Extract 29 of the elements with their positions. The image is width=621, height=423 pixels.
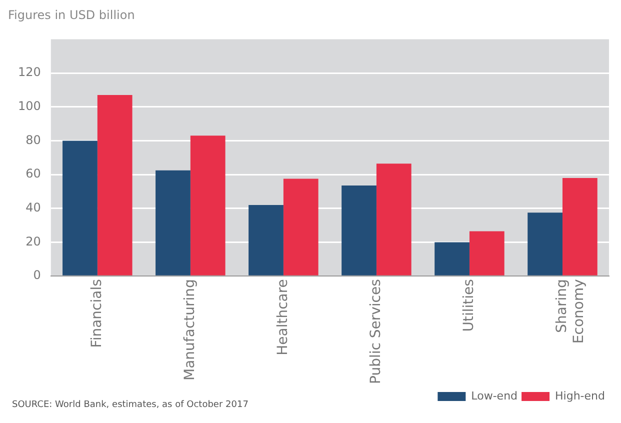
y-tick-label: 40 [26, 200, 41, 215]
y-tick-label: 20 [26, 234, 41, 248]
bar [376, 164, 412, 276]
y-tick-label: 60 [26, 166, 41, 181]
x-tick-label: Healthcare [275, 279, 292, 356]
y-tick-label: 120 [18, 65, 41, 80]
legend-label: High-end [555, 389, 606, 402]
bar [248, 205, 284, 276]
legend-label: Low-end [471, 389, 518, 402]
x-tick-label: Financials [89, 279, 106, 348]
bar [156, 170, 190, 276]
bar [562, 178, 598, 276]
x-tick-label: Manufacturing [182, 279, 198, 380]
bar [342, 186, 376, 276]
y-tick-label: 0 [33, 268, 41, 282]
chart-subtitle: Figures in USD billion [8, 8, 136, 22]
y-tick-label: 80 [26, 132, 41, 147]
bar [62, 140, 98, 276]
source-note: SOURCE: World Bank, estimates, as of October 2017 [12, 400, 248, 410]
bar [528, 212, 562, 276]
bar [283, 178, 318, 276]
x-tick-label: Utilities [461, 279, 478, 332]
y-tick-label: 100 [18, 99, 41, 114]
x-tick-label: Public Services [368, 279, 384, 384]
x-tick-label: Sharing Economy [554, 279, 587, 344]
bar [434, 242, 470, 276]
bar [190, 136, 226, 276]
bar [469, 231, 504, 276]
bar [97, 95, 132, 276]
